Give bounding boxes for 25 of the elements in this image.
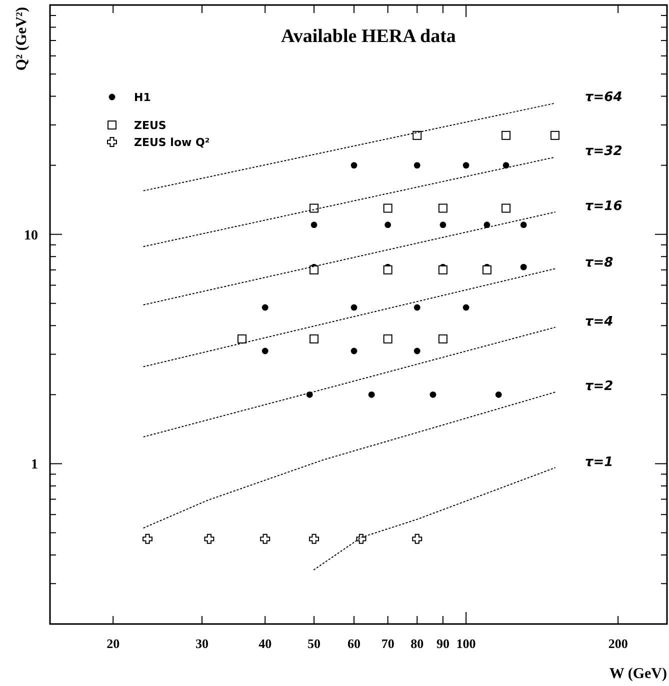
x-tick-label: 60 (348, 636, 361, 651)
x-tick-label: 200 (608, 636, 628, 651)
legend-label: H1 (134, 91, 151, 104)
legend-label: ZEUS low Q² (134, 136, 210, 149)
text: τ=64 (584, 90, 622, 106)
text: τ=4 (584, 314, 614, 330)
x-tick-label: 50 (308, 636, 321, 651)
x-tick-label: 20 (106, 636, 120, 651)
y-axis-title: Q² (GeV²) (14, 7, 30, 71)
x-tick-label: 90 (436, 636, 450, 651)
y-tick-label: 10 (24, 228, 38, 244)
x-tick-label: 100 (456, 636, 476, 651)
text: τ=8 (584, 256, 614, 271)
legend-label: ZEUS (134, 119, 166, 132)
y-tick-label: 1 (31, 458, 38, 473)
x-tick-label: 40 (258, 636, 272, 651)
text: τ=32 (584, 144, 622, 160)
x-tick-label: 70 (381, 636, 394, 651)
text: Available HERA data (281, 26, 456, 47)
x-tick-label: 80 (410, 636, 424, 651)
x-tick-label: 30 (196, 636, 209, 651)
x-axis-title: W (GeV) (609, 666, 667, 682)
text: τ=1 (584, 454, 614, 470)
text: τ=2 (584, 379, 614, 394)
text: τ=16 (584, 199, 622, 214)
